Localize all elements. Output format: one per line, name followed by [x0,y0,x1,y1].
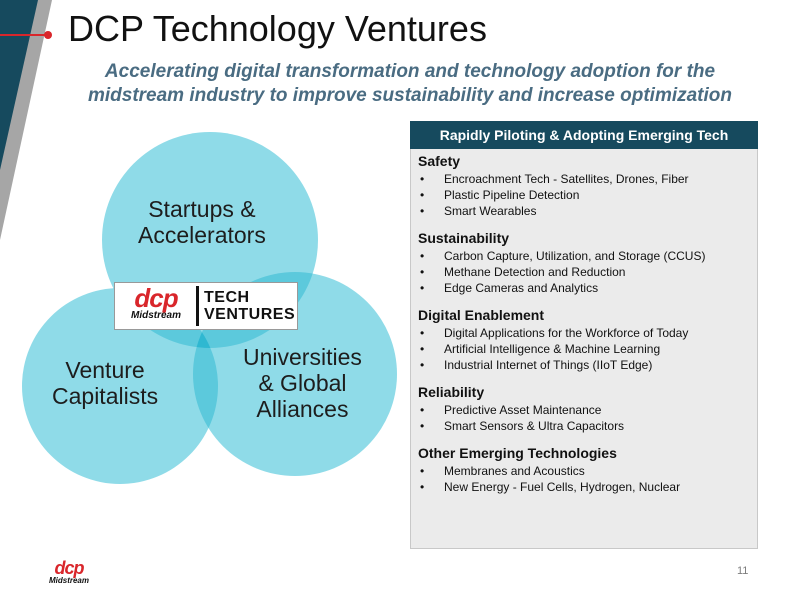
section-title: Safety [418,152,754,171]
bullet-dot: • [420,357,424,373]
panel-section: Sustainability • Carbon Capture, Utilizati… [418,229,754,296]
panel-header: Rapidly Piloting & Adopting Emerging Tec… [410,121,758,149]
venn-label-univ-line2: & Global [243,370,362,396]
section-title: Reliability [418,383,754,402]
venn-label-universities: Universities & Global Alliances [243,344,362,422]
bullet-item: • Membranes and Acoustics [418,463,754,479]
venn-label-startups-line1: Startups & [138,196,266,222]
section-title: Sustainability [418,229,754,248]
venn-label-vc-line1: Venture [52,357,158,383]
bullet-dot: • [420,187,424,203]
bullet-text: Edge Cameras and Analytics [444,281,598,295]
bullet-item: • Encroachment Tech - Satellites, Drones,… [418,171,754,187]
bullet-item: • Artificial Intelligence & Machine Learn… [418,341,754,357]
page-subtitle: Accelerating digital transformation and … [60,60,760,108]
bullet-item: • Plastic Pipeline Detection [418,187,754,203]
bullet-text: Industrial Internet of Things (IIoT Edge… [444,358,652,372]
bullet-item: • New Energy - Fuel Cells, Hydrogen, Nucl… [418,479,754,495]
title-accent-dot [44,31,52,39]
bullet-dot: • [420,479,424,495]
bullet-text: Predictive Asset Maintenance [444,403,601,417]
venn-label-univ-line1: Universities [243,344,362,370]
panel-section: Safety • Encroachment Tech - Satellites, D… [418,152,754,219]
bullet-dot: • [420,264,424,280]
venn-label-startups-line2: Accelerators [138,222,266,248]
bullet-dot: • [420,418,424,434]
panel-section: Reliability • Predictive Asset Maintenance… [418,383,754,434]
bullet-text: Artificial Intelligence & Machine Learni… [444,342,660,356]
footer-dcp-logo: dcp Midstream [42,560,96,588]
subtitle-line-2: midstream industry to improve sustainabi… [60,84,760,108]
bullet-text: Methane Detection and Reduction [444,265,625,279]
dcp-midstream-logo: dcp Midstream [118,286,194,326]
bullet-item: • Carbon Capture, Utilization, and Storag… [418,248,754,264]
bullet-item: • Industrial Internet of Things (IIoT Edg… [418,357,754,373]
bullet-item: • Digital Applications for the Workforce … [418,325,754,341]
venn-label-venture-capitalists: Venture Capitalists [52,357,158,409]
footer-midstream-wordmark: Midstream [42,576,96,586]
venn-label-univ-line3: Alliances [243,396,362,422]
bullet-item: • Smart Wearables [418,203,754,219]
bullet-dot: • [420,203,424,219]
bullet-text: New Energy - Fuel Cells, Hydrogen, Nucle… [444,480,680,494]
bullet-text: Smart Sensors & Ultra Capacitors [444,419,624,433]
bullet-dot: • [420,325,424,341]
bullet-dot: • [420,280,424,296]
bullet-text: Digital Applications for the Workforce o… [444,326,688,340]
bullet-dot: • [420,402,424,418]
logo-divider [196,286,199,326]
venn-label-startups: Startups & Accelerators [138,196,266,248]
logo-ventures-text: VENTURES [204,306,296,323]
bullet-item: • Methane Detection and Reduction [418,264,754,280]
bullet-text: Smart Wearables [444,204,536,218]
venn-label-vc-line2: Capitalists [52,383,158,409]
tech-ventures-wordmark: TECH VENTURES [204,289,296,323]
subtitle-line-1: Accelerating digital transformation and … [60,60,760,84]
panel-section: Digital Enablement • Digital Applications … [418,306,754,373]
bullet-dot: • [420,341,424,357]
title-accent-line [0,34,48,36]
panel-section: Other Emerging Technologies • Membranes an… [418,444,754,495]
bullet-text: Carbon Capture, Utilization, and Storage… [444,249,705,263]
page-title: DCP Technology Ventures [68,8,487,50]
logo-tech-text: TECH [204,289,296,306]
section-title: Other Emerging Technologies [418,444,754,463]
bullet-item: • Smart Sensors & Ultra Capacitors [418,418,754,434]
page-number: 11 [737,565,748,577]
panel-body: Safety • Encroachment Tech - Satellites, D… [418,152,754,505]
section-title: Digital Enablement [418,306,754,325]
dcp-wordmark: dcp [118,286,194,310]
bullet-item: • Edge Cameras and Analytics [418,280,754,296]
bullet-item: • Predictive Asset Maintenance [418,402,754,418]
bullet-dot: • [420,463,424,479]
midstream-wordmark: Midstream [118,310,194,322]
footer-dcp-wordmark: dcp [42,560,96,576]
bullet-dot: • [420,171,424,187]
bullet-text: Encroachment Tech - Satellites, Drones, … [444,172,689,186]
bullet-text: Plastic Pipeline Detection [444,188,579,202]
bullet-text: Membranes and Acoustics [444,464,585,478]
bullet-dot: • [420,248,424,264]
